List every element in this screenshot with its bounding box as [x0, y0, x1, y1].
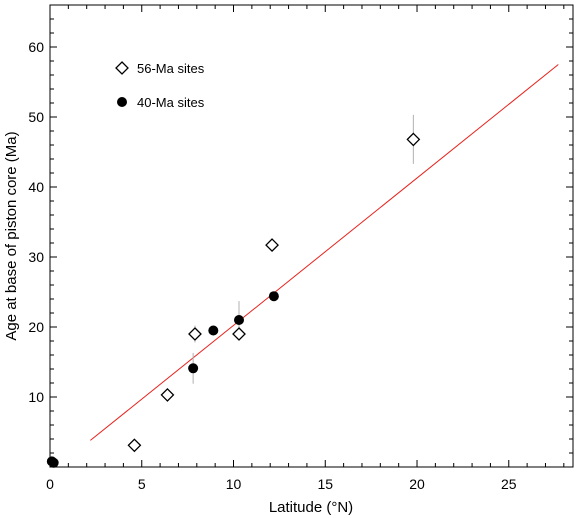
data-point-56-ma [188, 327, 202, 341]
axis-ticks [49, 4, 573, 467]
plot-area [46, 4, 574, 468]
legend-diamond-marker [115, 61, 129, 75]
y-tick-label: 40 [28, 179, 44, 195]
data-point-40-ma [268, 291, 279, 302]
x-tick-label: 15 [317, 476, 333, 492]
x-tick-label: 25 [501, 476, 517, 492]
x-tick-label: 0 [46, 476, 54, 492]
data-point-56-ma [127, 438, 142, 453]
data-points [46, 132, 421, 468]
data-point-56-ma [406, 132, 421, 147]
data-point-56-ma [232, 327, 246, 341]
error-bars [192, 114, 414, 384]
plot-frame [49, 4, 574, 468]
y-tick-label: 20 [28, 319, 44, 335]
y-tick-label: 30 [28, 249, 44, 265]
legend-circle-marker [117, 97, 127, 107]
x-tick-label: 10 [226, 476, 242, 492]
x-tick-label: 5 [138, 476, 146, 492]
data-point-40-ma [234, 315, 245, 325]
legend-label-56-ma: 56-Ma sites [137, 61, 205, 76]
data-point-56-ma [265, 238, 279, 253]
data-point-40-ma [48, 457, 59, 468]
y-tick-label: 50 [28, 109, 44, 125]
y-tick-label: 60 [28, 39, 44, 55]
x-tick-label: 20 [409, 476, 425, 492]
y-axis-title: Age at base of piston core (Ma) [3, 131, 20, 340]
x-tick-labels: 0 5 10 15 20 25 [46, 476, 517, 492]
x-axis-title: Latitude (°N) [269, 499, 353, 516]
data-point-40-ma [188, 363, 199, 374]
legend-item-40-ma: 40-Ma sites [117, 95, 205, 110]
y-tick-labels: 10 20 30 40 50 60 [28, 39, 44, 405]
legend: 56-Ma sites 40-Ma sites [115, 61, 205, 110]
trendline [90, 64, 559, 441]
data-point-56-ma [160, 387, 175, 402]
data-point-40-ma [208, 325, 219, 336]
legend-item-56-ma: 56-Ma sites [115, 61, 205, 76]
y-tick-label: 10 [28, 389, 44, 405]
legend-label-40-ma: 40-Ma sites [137, 95, 205, 110]
